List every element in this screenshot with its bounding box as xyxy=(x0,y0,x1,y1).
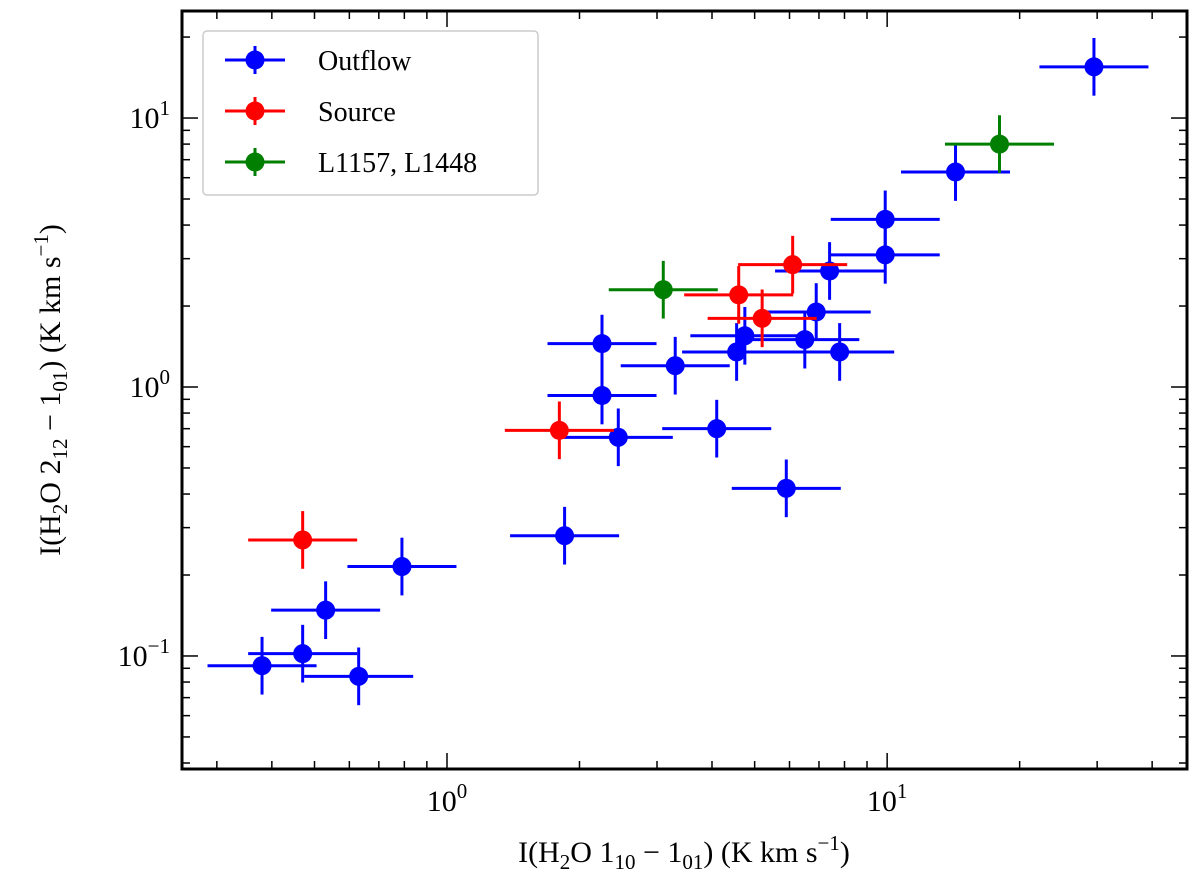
point-outflow xyxy=(563,408,673,467)
legend-frame xyxy=(202,30,539,196)
legend-entry-outflow: Outflow xyxy=(225,46,412,77)
legend-label: Source xyxy=(318,97,396,128)
marker xyxy=(549,420,569,440)
y-tick-label: 10−1 xyxy=(118,634,170,673)
data-points xyxy=(207,38,1149,706)
marker xyxy=(252,656,272,676)
marker xyxy=(946,162,966,182)
marker xyxy=(707,419,727,439)
point-outflow xyxy=(662,399,772,458)
marker xyxy=(665,356,685,376)
point-source xyxy=(504,401,614,460)
y-axis-label: I(H2O 212 − 101) (K km s−1) xyxy=(29,224,72,556)
x-tick-label: 100 xyxy=(427,779,468,818)
point-l1157-l1448 xyxy=(944,115,1055,173)
marker xyxy=(392,557,412,577)
point-outflow xyxy=(347,537,457,596)
marker xyxy=(795,330,815,350)
point-outflow xyxy=(620,336,730,395)
point-source xyxy=(248,511,358,569)
point-outflow xyxy=(547,366,657,425)
marker xyxy=(875,209,895,229)
marker xyxy=(653,280,673,300)
y-tick-label: 100 xyxy=(130,365,171,404)
point-outflow xyxy=(547,314,657,373)
legend-marker xyxy=(245,152,265,172)
point-outflow xyxy=(830,190,940,249)
legend-entry-l1157-l1448: L1157, L1448 xyxy=(225,148,477,179)
point-outflow xyxy=(304,647,414,706)
marker xyxy=(806,302,826,322)
marker xyxy=(820,261,840,281)
marker xyxy=(783,255,803,275)
marker xyxy=(555,526,575,546)
legend-marker xyxy=(245,101,265,121)
point-outflow xyxy=(510,506,620,565)
point-outflow xyxy=(207,636,317,695)
marker xyxy=(875,245,895,265)
plot-frame xyxy=(180,9,1189,771)
point-source xyxy=(707,289,817,348)
marker xyxy=(830,342,850,362)
marker xyxy=(592,385,612,405)
point-l1157-l1448 xyxy=(608,260,718,319)
point-outflow xyxy=(901,143,1011,201)
marker xyxy=(729,285,749,305)
point-source xyxy=(684,266,794,324)
marker xyxy=(727,342,747,362)
point-outflow xyxy=(248,624,358,683)
legend-marker xyxy=(245,50,265,70)
tick-labels: 100 101 10−1 100 101 xyxy=(118,96,908,818)
marker xyxy=(608,427,628,447)
x-tick-label: 101 xyxy=(867,779,908,818)
legend-label: Outflow xyxy=(318,46,412,77)
marker xyxy=(293,530,313,550)
point-outflow xyxy=(761,283,871,341)
marker xyxy=(293,644,313,664)
marker xyxy=(1084,57,1104,77)
marker xyxy=(990,134,1010,154)
legend-label: L1157, L1448 xyxy=(318,148,477,179)
legend-entry-source: Source xyxy=(225,97,396,128)
point-outflow xyxy=(731,459,841,518)
point-source xyxy=(738,235,848,294)
marker xyxy=(735,326,755,346)
y-tick-label: 101 xyxy=(130,96,171,135)
x-axis-label: I(H2O 110 − 101) (K km s−1) xyxy=(518,831,850,874)
marker xyxy=(316,600,336,620)
point-outflow xyxy=(690,306,800,365)
point-outflow xyxy=(271,581,381,640)
marker xyxy=(349,666,369,686)
point-outflow xyxy=(830,226,940,284)
marker xyxy=(592,334,612,354)
point-outflow xyxy=(785,323,895,381)
legend: Outflow Source L1157, L1448 xyxy=(202,30,539,196)
marker xyxy=(752,308,772,328)
point-outflow xyxy=(1039,38,1149,96)
marker xyxy=(776,478,796,498)
